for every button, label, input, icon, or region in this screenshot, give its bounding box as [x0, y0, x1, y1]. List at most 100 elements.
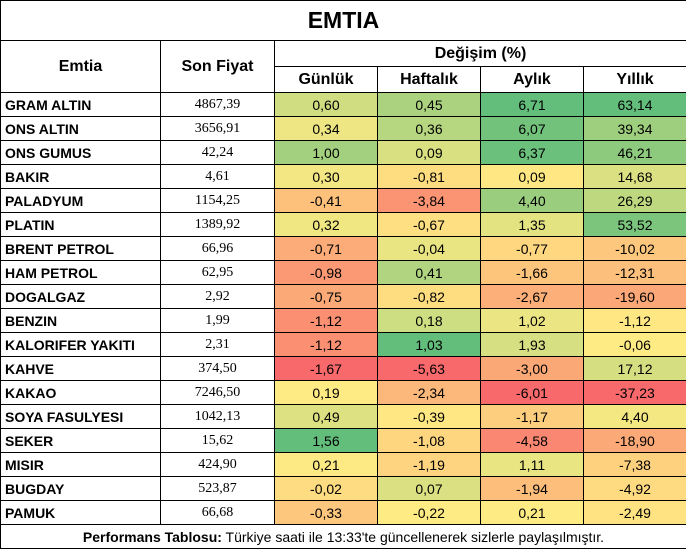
- daily-change-cell: 1,56: [274, 428, 378, 453]
- commodity-name: ONS GUMUS: [0, 140, 161, 165]
- last-price-cell: 2,31: [160, 332, 275, 357]
- header-commodity: Emtia: [0, 40, 161, 93]
- daily-change-cell: 0,19: [274, 380, 378, 405]
- monthly-change-cell: -6,01: [480, 380, 584, 405]
- daily-change-cell: -1,12: [274, 308, 378, 333]
- table-row: BENZIN 1,99 -1,12 0,18 1,02 -1,12: [0, 308, 686, 333]
- table-row: BAKIR 4,61 0,30 -0,81 0,09 14,68: [0, 164, 686, 189]
- daily-change-cell: -1,12: [274, 332, 378, 357]
- yearly-change-cell: 14,68: [583, 164, 686, 189]
- last-price-cell: 42,24: [160, 140, 275, 165]
- monthly-change-cell: 1,11: [480, 452, 584, 477]
- yearly-change-cell: -4,92: [583, 476, 686, 501]
- commodity-name: SEKER: [0, 428, 161, 453]
- header-monthly: Aylık: [480, 66, 584, 93]
- weekly-change-cell: 0,41: [377, 260, 481, 285]
- commodity-name: PALADYUM: [0, 188, 161, 213]
- monthly-change-cell: 6,37: [480, 140, 584, 165]
- monthly-change-cell: 1,35: [480, 212, 584, 237]
- yearly-change-cell: 17,12: [583, 356, 686, 381]
- daily-change-cell: 0,49: [274, 404, 378, 429]
- last-price-cell: 523,87: [160, 476, 275, 501]
- commodity-name: BAKIR: [0, 164, 161, 189]
- commodity-name: KAKAO: [0, 380, 161, 405]
- table-row: PAMUK 66,68 -0,33 -0,22 0,21 -2,49: [0, 500, 686, 525]
- daily-change-cell: -0,71: [274, 236, 378, 261]
- weekly-change-cell: -0,82: [377, 284, 481, 309]
- commodity-name: GRAM ALTIN: [0, 92, 161, 117]
- table-row: ONS GUMUS 42,24 1,00 0,09 6,37 46,21: [0, 140, 686, 165]
- header-yearly: Yıllık: [583, 66, 686, 93]
- table-row: MISIR 424,90 0,21 -1,19 1,11 -7,38: [0, 452, 686, 477]
- commodity-name: MISIR: [0, 452, 161, 477]
- weekly-change-cell: 0,36: [377, 116, 481, 141]
- last-price-cell: 15,62: [160, 428, 275, 453]
- commodity-name: KAHVE: [0, 356, 161, 381]
- last-price-cell: 66,96: [160, 236, 275, 261]
- weekly-change-cell: -5,63: [377, 356, 481, 381]
- table-row: SEKER 15,62 1,56 -1,08 -4,58 -18,90: [0, 428, 686, 453]
- commodity-name: DOGALGAZ: [0, 284, 161, 309]
- daily-change-cell: 0,21: [274, 452, 378, 477]
- table-row: PLATIN 1389,92 0,32 -0,67 1,35 53,52: [0, 212, 686, 237]
- header-last-price: Son Fiyat: [160, 40, 275, 93]
- monthly-change-cell: -1,66: [480, 260, 584, 285]
- yearly-change-cell: 53,52: [583, 212, 686, 237]
- commodity-name: KALORIFER YAKITI: [0, 332, 161, 357]
- table-title: EMTIA: [0, 0, 686, 41]
- table-row: PALADYUM 1154,25 -0,41 -3,84 4,40 26,29: [0, 188, 686, 213]
- daily-change-cell: 0,30: [274, 164, 378, 189]
- weekly-change-cell: -0,04: [377, 236, 481, 261]
- weekly-change-cell: 1,03: [377, 332, 481, 357]
- yearly-change-cell: -12,31: [583, 260, 686, 285]
- last-price-cell: 2,92: [160, 284, 275, 309]
- daily-change-cell: -0,98: [274, 260, 378, 285]
- weekly-change-cell: -3,84: [377, 188, 481, 213]
- header-daily: Günlük: [274, 66, 378, 93]
- table-row: KALORIFER YAKITI 2,31 -1,12 1,03 1,93 -0,06: [0, 332, 686, 357]
- weekly-change-cell: -0,81: [377, 164, 481, 189]
- last-price-cell: 1154,25: [160, 188, 275, 213]
- monthly-change-cell: -2,67: [480, 284, 584, 309]
- monthly-change-cell: 1,02: [480, 308, 584, 333]
- yearly-change-cell: 63,14: [583, 92, 686, 117]
- daily-change-cell: -0,41: [274, 188, 378, 213]
- monthly-change-cell: -0,77: [480, 236, 584, 261]
- monthly-change-cell: -1,94: [480, 476, 584, 501]
- last-price-cell: 1042,13: [160, 404, 275, 429]
- last-price-cell: 7246,50: [160, 380, 275, 405]
- daily-change-cell: -0,75: [274, 284, 378, 309]
- daily-change-cell: -0,02: [274, 476, 378, 501]
- table-row: GRAM ALTIN 4867,39 0,60 0,45 6,71 63,14: [0, 92, 686, 117]
- commodity-name: PAMUK: [0, 500, 161, 525]
- weekly-change-cell: -0,67: [377, 212, 481, 237]
- weekly-change-cell: -1,08: [377, 428, 481, 453]
- yearly-change-cell: -18,90: [583, 428, 686, 453]
- yearly-change-cell: -10,02: [583, 236, 686, 261]
- weekly-change-cell: 0,07: [377, 476, 481, 501]
- header-weekly: Haftalık: [377, 66, 481, 93]
- last-price-cell: 424,90: [160, 452, 275, 477]
- monthly-change-cell: 6,71: [480, 92, 584, 117]
- commodity-name: HAM PETROL: [0, 260, 161, 285]
- yearly-change-cell: -2,49: [583, 500, 686, 525]
- weekly-change-cell: 0,45: [377, 92, 481, 117]
- commodity-name: BRENT PETROL: [0, 236, 161, 261]
- weekly-change-cell: -0,22: [377, 500, 481, 525]
- table-footer: Performans Tablosu: Türkiye saati ile 13…: [0, 524, 686, 549]
- table-row: SOYA FASULYESI 1042,13 0,49 -0,39 -1,17 4,40: [0, 404, 686, 429]
- yearly-change-cell: -1,12: [583, 308, 686, 333]
- weekly-change-cell: -2,34: [377, 380, 481, 405]
- daily-change-cell: 0,34: [274, 116, 378, 141]
- yearly-change-cell: 26,29: [583, 188, 686, 213]
- table-row: BUGDAY 523,87 -0,02 0,07 -1,94 -4,92: [0, 476, 686, 501]
- monthly-change-cell: 0,21: [480, 500, 584, 525]
- last-price-cell: 66,68: [160, 500, 275, 525]
- daily-change-cell: 0,32: [274, 212, 378, 237]
- daily-change-cell: 1,00: [274, 140, 378, 165]
- commodity-name: ONS ALTIN: [0, 116, 161, 141]
- monthly-change-cell: 4,40: [480, 188, 584, 213]
- header-change-group: Değişim (%): [274, 40, 686, 67]
- yearly-change-cell: -0,06: [583, 332, 686, 357]
- yearly-change-cell: -37,23: [583, 380, 686, 405]
